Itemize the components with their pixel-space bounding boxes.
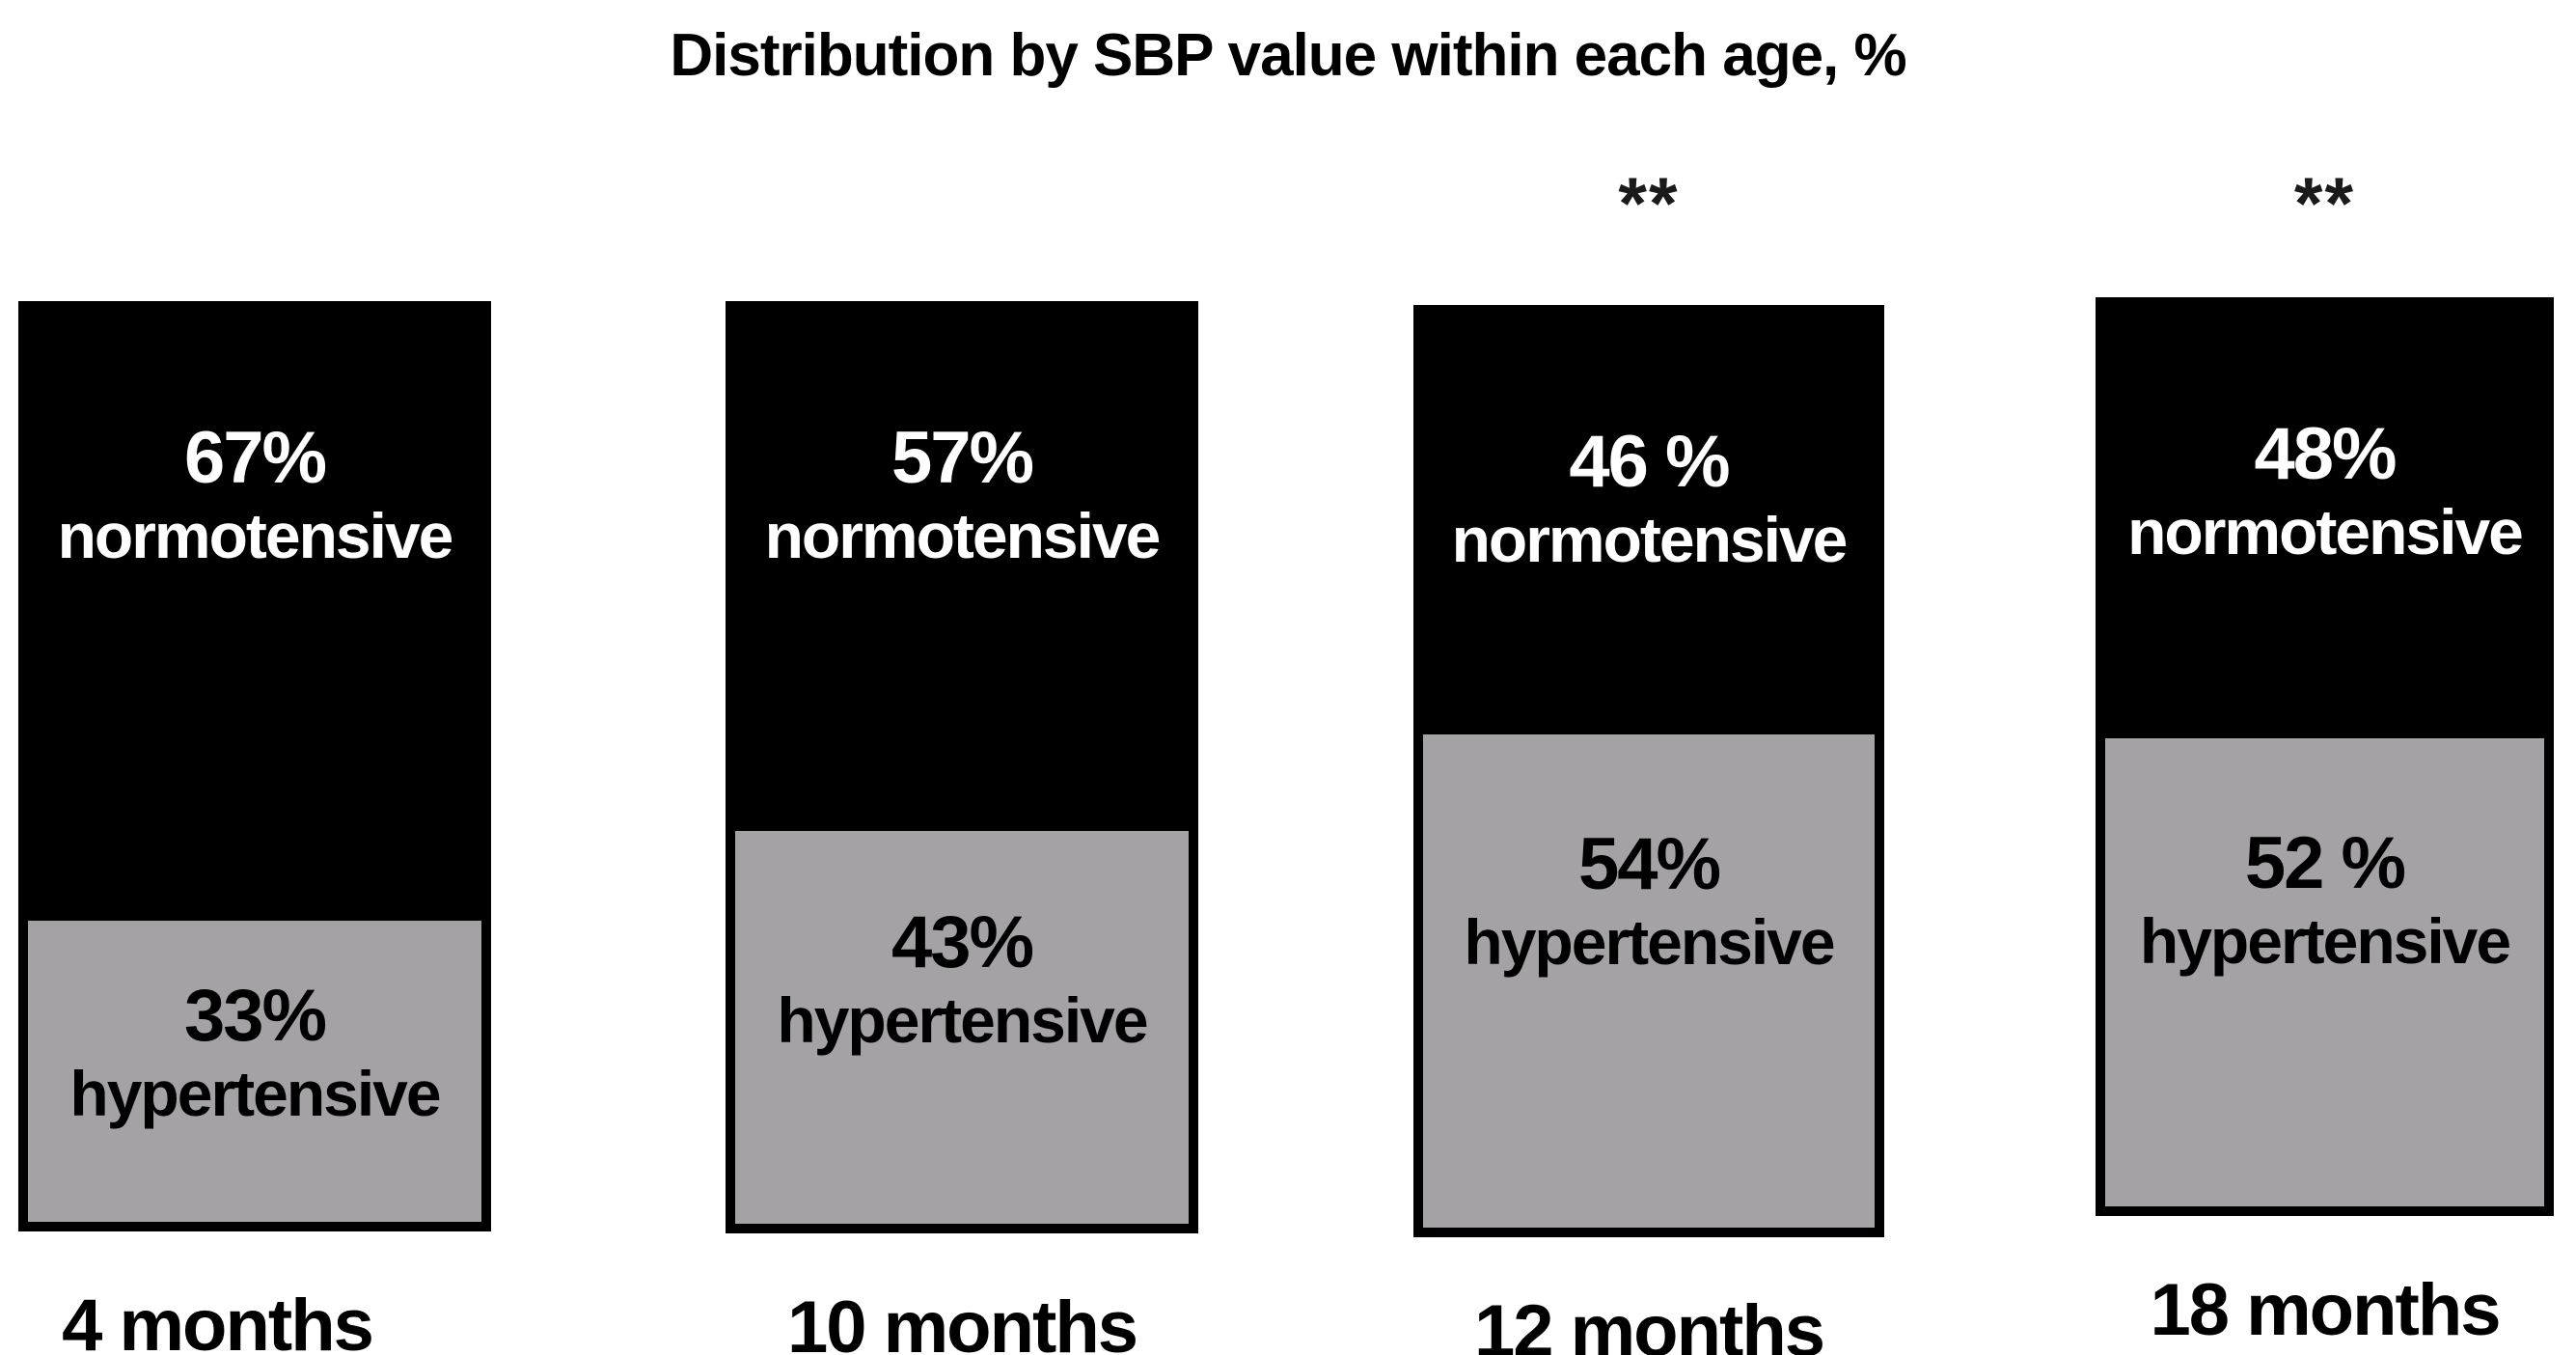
normotensive-percent: 57%: [891, 417, 1034, 499]
bar-18-months: 48% normotensive 52 % hypertensive: [2096, 297, 2554, 1216]
hypertensive-label-block: 54% hypertensive: [1413, 823, 1884, 981]
normotensive-word: normotensive: [764, 500, 1162, 572]
hypertensive-segment: 43% hypertensive: [735, 831, 1189, 1224]
hypertensive-word: hypertensive: [2139, 905, 2511, 978]
normotensive-percent: 46 %: [1569, 421, 1730, 503]
hypertensive-percent: 33%: [183, 975, 327, 1058]
bar-10-months: 57% normotensive 43% hypertensive: [726, 301, 1198, 1233]
hypertensive-percent: 52 %: [2244, 822, 2406, 905]
x-axis-label-18-months: 18 months: [2150, 1269, 2501, 1351]
hypertensive-label-block: 52 % hypertensive: [2096, 822, 2554, 980]
hypertensive-word: hypertensive: [69, 1058, 441, 1130]
x-axis-label-10-months: 10 months: [786, 1286, 1138, 1355]
x-axis-label-12-months: 12 months: [1473, 1290, 1825, 1355]
hypertensive-word: hypertensive: [777, 984, 1148, 1057]
normotensive-percent: 67%: [183, 417, 327, 499]
bar-12-months: 46 % normotensive 54% hypertensive: [1413, 305, 1884, 1237]
normotensive-label-block: 46 % normotensive: [1413, 421, 1884, 578]
hypertensive-segment: 52 % hypertensive: [2105, 738, 2544, 1206]
hypertensive-percent: 54%: [1577, 822, 1721, 905]
normotensive-word: normotensive: [2127, 496, 2524, 568]
hypertensive-segment: 54% hypertensive: [1423, 734, 1875, 1228]
significance-marker-18-months: **: [2293, 163, 2356, 245]
normotensive-label-block: 67% normotensive: [18, 417, 491, 574]
normotensive-percent: 48%: [2254, 413, 2397, 495]
normotensive-word: normotensive: [1451, 504, 1849, 576]
hypertensive-label-block: 33% hypertensive: [18, 975, 491, 1132]
hypertensive-label-block: 43% hypertensive: [726, 901, 1198, 1059]
normotensive-word: normotensive: [57, 500, 454, 572]
chart-title: Distribution by SBP value within each ag…: [670, 22, 1906, 89]
hypertensive-percent: 43%: [891, 901, 1034, 984]
bar-4-months: 67% normotensive 33% hypertensive: [18, 301, 491, 1231]
hypertensive-segment: 33% hypertensive: [28, 921, 481, 1222]
x-axis-label-4-months: 4 months: [62, 1285, 374, 1355]
hypertensive-word: hypertensive: [1464, 906, 1835, 979]
normotensive-label-block: 57% normotensive: [726, 417, 1198, 574]
significance-marker-12-months: **: [1618, 163, 1680, 245]
normotensive-label-block: 48% normotensive: [2096, 413, 2554, 570]
